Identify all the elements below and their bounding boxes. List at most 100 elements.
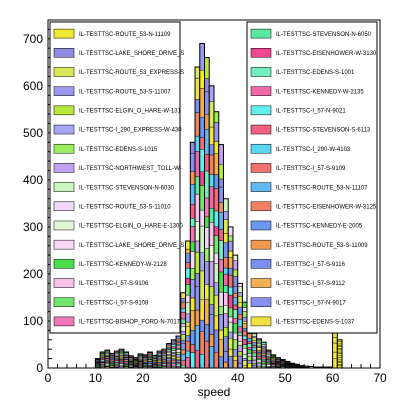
bar-segment bbox=[186, 322, 191, 327]
bar-segment bbox=[219, 241, 224, 260]
bar-segment bbox=[337, 360, 342, 362]
bar-segment bbox=[214, 189, 219, 211]
bar-segment bbox=[200, 117, 205, 137]
bar-segment bbox=[105, 363, 110, 365]
legend-label: IL-TESTTSC-STEVENSON-S-6113 bbox=[276, 128, 371, 134]
bar-segment bbox=[105, 351, 110, 352]
bar-segment bbox=[186, 263, 191, 269]
bar-segment bbox=[219, 145, 224, 165]
legend-swatch bbox=[54, 298, 74, 307]
bar-segment bbox=[124, 353, 129, 354]
y-tick-label: 600 bbox=[23, 79, 43, 93]
bar-segment bbox=[114, 353, 119, 355]
bar-segment bbox=[195, 222, 200, 241]
bar-segment bbox=[247, 353, 252, 356]
bar-segment bbox=[223, 305, 228, 313]
bar-segment bbox=[247, 356, 252, 360]
bar-segment bbox=[176, 344, 181, 345]
x-tick-label: 70 bbox=[373, 371, 387, 385]
legend-swatch bbox=[54, 48, 74, 57]
y-tick-label: 300 bbox=[23, 220, 43, 234]
bar-segment bbox=[209, 334, 214, 346]
bar-segment bbox=[257, 362, 262, 364]
bar-segment bbox=[266, 352, 271, 353]
bar-segment bbox=[223, 274, 228, 286]
bar-segment bbox=[205, 79, 210, 92]
bar-segment bbox=[171, 341, 176, 343]
bar-segment bbox=[233, 305, 238, 310]
bar-segment bbox=[238, 303, 243, 307]
bar-segment bbox=[242, 311, 247, 317]
bar-segment bbox=[333, 358, 338, 368]
bar-segment bbox=[337, 350, 342, 352]
bar-segment bbox=[219, 259, 224, 272]
bar-segment bbox=[257, 340, 262, 342]
bar-segment bbox=[233, 333, 238, 339]
bar-segment bbox=[257, 358, 262, 359]
legend-swatch bbox=[251, 48, 271, 57]
bar-segment bbox=[228, 251, 233, 257]
bar-segment bbox=[257, 350, 262, 352]
bar-segment bbox=[209, 208, 214, 222]
legend-swatch bbox=[251, 144, 271, 153]
y-tick-label: 500 bbox=[23, 126, 43, 140]
bar-segment bbox=[110, 360, 115, 361]
bar-segment bbox=[261, 365, 266, 367]
bar-segment bbox=[186, 336, 191, 342]
bar-segment bbox=[176, 350, 181, 353]
bar-segment bbox=[228, 236, 233, 241]
bar-segment bbox=[261, 359, 266, 361]
bar-segment bbox=[214, 264, 219, 283]
bar-segment bbox=[181, 335, 186, 341]
bar-segment bbox=[242, 354, 247, 358]
legend-label: IL-TESTTSC-EISENHOWER-W-3130 bbox=[276, 51, 377, 57]
bar-segment bbox=[223, 362, 228, 368]
bar-segment bbox=[119, 354, 124, 356]
legend-swatch bbox=[251, 163, 271, 172]
bar-segment bbox=[186, 249, 191, 254]
bar-segment bbox=[190, 142, 195, 153]
bar-segment bbox=[195, 287, 200, 310]
bar-segment bbox=[195, 273, 200, 286]
bar-segment bbox=[242, 336, 247, 339]
bar-segment bbox=[242, 308, 247, 312]
x-tick-label: 40 bbox=[231, 371, 245, 385]
legend-label: IL-TESTTSC-I_290_EXPRESS-W-430 bbox=[79, 128, 182, 134]
legend-label: IL-TESTTSC-EDENS-S-1015 bbox=[79, 147, 158, 153]
legend-label: IL-TESTTSC-LAKE_SHORE_DRIVE_S bbox=[79, 51, 184, 57]
bar-segment bbox=[176, 360, 181, 362]
x-tick-label: 20 bbox=[136, 371, 150, 385]
bar-segment bbox=[214, 283, 219, 295]
bar-segment bbox=[261, 355, 266, 356]
bar-segment bbox=[190, 153, 195, 171]
bar-segment bbox=[176, 357, 181, 359]
bar-segment bbox=[157, 361, 162, 362]
bar-segment bbox=[209, 102, 214, 127]
bar-segment bbox=[257, 356, 262, 358]
bar-segment bbox=[233, 261, 238, 270]
bar-segment bbox=[200, 70, 205, 88]
bar-segment bbox=[238, 345, 243, 352]
bar-segment bbox=[252, 353, 257, 357]
bar-segment bbox=[214, 227, 219, 236]
bar-segment bbox=[171, 344, 176, 346]
bar-segment bbox=[337, 353, 342, 355]
bar-segment bbox=[181, 340, 186, 344]
legend-label: IL-TESTTSC-I_57-S-9112 bbox=[276, 281, 346, 287]
bar-segment bbox=[186, 254, 191, 263]
bar-segment bbox=[219, 292, 224, 306]
legend-swatch bbox=[54, 279, 74, 288]
bar-segment bbox=[219, 306, 224, 314]
bar-segment bbox=[223, 233, 228, 242]
x-tick-label: 30 bbox=[184, 371, 198, 385]
bar-segment bbox=[209, 155, 214, 175]
bar-segment bbox=[205, 249, 210, 262]
bar-segment bbox=[214, 211, 219, 227]
bar-segment bbox=[205, 154, 210, 171]
bar-segment bbox=[238, 319, 243, 327]
bar-segment bbox=[171, 351, 176, 353]
bar-segment bbox=[228, 332, 233, 338]
bar-segment bbox=[162, 362, 167, 363]
bar-segment bbox=[219, 187, 224, 203]
bar-segment bbox=[167, 350, 172, 352]
